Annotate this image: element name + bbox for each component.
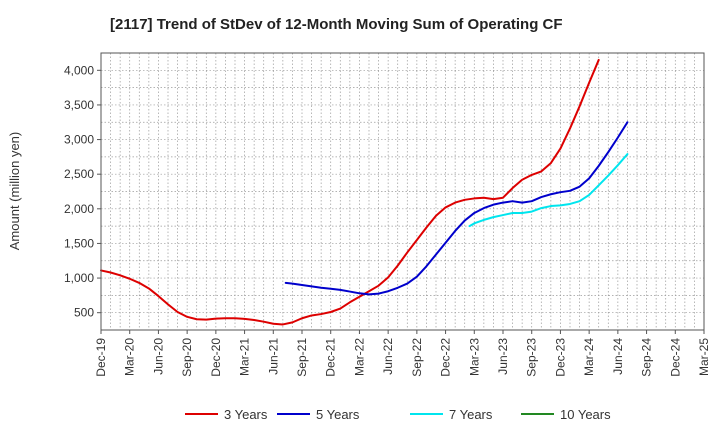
y-tick-label: 1,500	[64, 236, 94, 250]
y-tick-label: 3,500	[64, 98, 94, 112]
x-tick-label: Mar-23	[467, 338, 481, 376]
plot-frame	[100, 52, 705, 331]
legend: 3 Years 5 Years 7 Years 10 Years	[185, 407, 611, 422]
x-tick-label: Sep-20	[180, 338, 194, 377]
x-tick-label: Mar-25	[697, 338, 711, 376]
x-tick-label: Mar-22	[352, 338, 366, 376]
legend-label-5-years: 5 Years	[316, 407, 360, 422]
x-tick-label: Sep-24	[640, 338, 654, 377]
x-tick-label: Mar-20	[123, 338, 137, 376]
series-line-3-years	[100, 58, 600, 326]
x-tick-label: Jun-24	[611, 338, 625, 375]
x-tick-label: Dec-20	[209, 338, 223, 377]
y-axis-label: Amount (million yen)	[7, 132, 22, 251]
x-tick-label: Sep-21	[295, 338, 309, 377]
x-tick-label: Dec-24	[668, 338, 682, 377]
series-line-7-years	[468, 153, 629, 228]
legend-label-10-years: 10 Years	[560, 407, 611, 422]
legend-label-7-years: 7 Years	[449, 407, 493, 422]
x-tick-label: Sep-23	[525, 338, 539, 377]
y-tick-label: 4,000	[64, 63, 94, 77]
y-tick-label: 2,500	[64, 167, 94, 181]
y-tick-label: 2,000	[64, 202, 94, 216]
x-tick-label: Mar-24	[582, 338, 596, 376]
x-tick-label: Dec-23	[553, 338, 567, 377]
y-tick-label: 500	[74, 306, 94, 320]
x-tick-label: Dec-21	[324, 338, 338, 377]
y-tick-label: 3,000	[64, 133, 94, 147]
series-layer	[100, 58, 629, 326]
series-line-5-years	[284, 121, 629, 296]
chart-title: [2117] Trend of StDev of 12-Month Moving…	[110, 16, 563, 33]
x-axis-ticks: Dec-19 Mar-20 Jun-20 Sep-20 Dec-20 Mar-21 Jun-…	[94, 330, 711, 377]
x-tick-label: Dec-22	[439, 338, 453, 377]
x-tick-label: Mar-21	[238, 338, 252, 376]
x-tick-label: Jun-20	[151, 338, 165, 375]
grid-layer	[101, 53, 704, 330]
x-tick-label: Jun-23	[496, 338, 510, 375]
x-tick-label: Jun-22	[381, 338, 395, 375]
legend-label-3-years: 3 Years	[224, 407, 268, 422]
x-tick-label: Dec-19	[94, 338, 108, 377]
x-tick-label: Sep-22	[410, 338, 424, 377]
x-tick-label: Jun-21	[266, 338, 280, 375]
y-tick-label: 1,000	[64, 271, 94, 285]
y-axis-ticks: 500 1,000 1,500 2,000 2,500 3,000 3,500 4,000	[64, 63, 101, 320]
